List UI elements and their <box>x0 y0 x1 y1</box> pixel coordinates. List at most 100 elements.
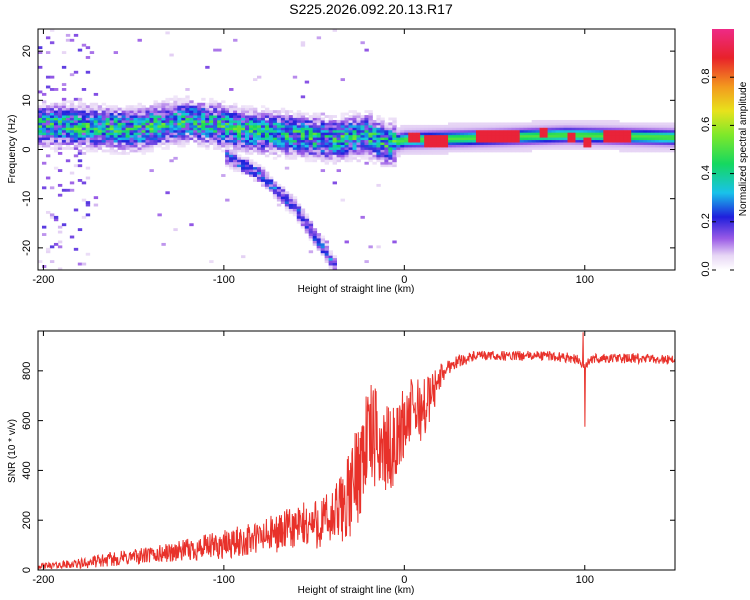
heatmap-cell <box>312 124 318 128</box>
heatmap-cell <box>161 139 166 143</box>
heatmap-cell <box>292 208 298 212</box>
heatmap-cell <box>360 124 365 128</box>
heatmap-cell <box>157 142 162 145</box>
heatmap-cell <box>328 260 334 264</box>
heatmap-cell <box>467 122 473 126</box>
heatmap-cell <box>555 142 560 145</box>
heatmap-cell <box>332 265 337 268</box>
heatmap-cell <box>527 139 533 143</box>
heatmap-cell <box>615 147 620 150</box>
heatmap-cell <box>165 97 170 101</box>
heatmap-cell <box>141 110 146 114</box>
heatmap-cell <box>133 107 138 111</box>
heatmap-cell <box>535 124 541 128</box>
heatmap-cell <box>260 139 266 143</box>
heatmap-cell <box>463 139 469 143</box>
heatmap-cell <box>77 124 83 128</box>
heatmap-cell <box>292 115 298 118</box>
heatmap-cell <box>304 127 310 131</box>
heatmap-cell <box>125 151 130 155</box>
heatmap-cell <box>73 70 79 74</box>
heatmap-cell <box>185 119 190 123</box>
heatmap-cell <box>611 139 616 143</box>
heatmap-cell <box>304 156 310 160</box>
heatmap-cell <box>276 129 282 133</box>
heatmap-cell <box>73 134 79 138</box>
heatmap-cell <box>639 149 644 153</box>
heatmap-cell <box>463 137 469 141</box>
heatmap-cell <box>551 129 556 133</box>
heatmap-cell <box>81 124 87 128</box>
heatmap-cell <box>256 176 262 180</box>
heatmap-cell <box>137 117 142 121</box>
heatmap-cell <box>149 105 154 109</box>
heatmap-cell <box>547 147 552 150</box>
heatmap-cell <box>348 137 353 141</box>
heatmap-cell <box>599 129 604 133</box>
heatmap-cell <box>57 105 63 109</box>
heatmap-cell <box>264 129 270 133</box>
heatmap-cell <box>587 124 592 128</box>
heatmap-cell <box>643 129 648 133</box>
heatmap-cell <box>623 149 628 153</box>
heatmap-cell <box>296 132 302 136</box>
heatmap-cell <box>615 142 620 145</box>
heatmap-cell <box>245 161 250 165</box>
heatmap-cell <box>300 142 306 145</box>
heatmap-cell <box>352 119 357 123</box>
heatmap-cell <box>121 129 126 133</box>
heatmap-cell <box>503 124 509 128</box>
heatmap-cell <box>316 142 322 145</box>
heatmap-cell <box>671 144 676 148</box>
heatmap-cell <box>623 127 628 131</box>
heatmap-cell <box>268 134 274 138</box>
heatmap-cell <box>284 117 290 121</box>
heatmap-cell <box>213 112 218 116</box>
heatmap-cell <box>181 112 186 116</box>
heatmap-cell <box>57 107 63 111</box>
heatmap-cell <box>567 134 572 138</box>
heatmap-cell <box>237 132 242 136</box>
heatmap-cell <box>575 134 580 138</box>
heatmap-cell <box>213 105 218 109</box>
heatmap-cell <box>360 129 365 133</box>
heatmap-cell <box>241 161 246 165</box>
heatmap-cell <box>229 110 234 114</box>
heatmap-cell <box>185 132 190 136</box>
heatmap-cell <box>217 115 222 118</box>
heatmap-cell <box>38 142 43 145</box>
heatmap-cell <box>388 151 393 155</box>
heatmap-cell <box>296 215 302 219</box>
heatmap-cell <box>57 230 63 234</box>
heatmap-cell <box>368 139 373 143</box>
heatmap-cell <box>81 181 87 185</box>
heatmap-cell <box>109 132 115 136</box>
heatmap-cell <box>69 122 75 126</box>
heatmap-cell <box>38 119 43 123</box>
heatmap-cell <box>221 124 226 128</box>
heatmap-cell <box>483 127 489 131</box>
heatmap-cell <box>245 122 250 126</box>
heatmap-cell <box>487 147 493 150</box>
heatmap-cell <box>38 112 43 116</box>
heatmap-cell <box>360 156 365 160</box>
heatmap-cell <box>499 142 505 145</box>
heatmap-cell <box>173 117 178 121</box>
heatmap-cell <box>264 139 270 143</box>
heatmap-cell <box>591 147 596 150</box>
heatmap-cell <box>181 107 186 111</box>
heatmap-cell <box>627 129 632 133</box>
heatmap-cell <box>217 122 222 126</box>
heatmap-cell <box>356 117 361 121</box>
heatmap-cell <box>57 132 63 136</box>
heatmap-cell <box>599 124 604 128</box>
heatmap-cell <box>324 260 330 264</box>
heatmap-cell <box>324 161 330 165</box>
heatmap-cell <box>252 132 258 136</box>
heatmap-cell <box>388 147 393 150</box>
heatmap-cell <box>491 137 497 141</box>
heatmap-cell <box>181 129 186 133</box>
heatmap-cell <box>432 124 437 128</box>
heatmap-cell <box>571 137 576 141</box>
heatmap-cell <box>356 151 361 155</box>
